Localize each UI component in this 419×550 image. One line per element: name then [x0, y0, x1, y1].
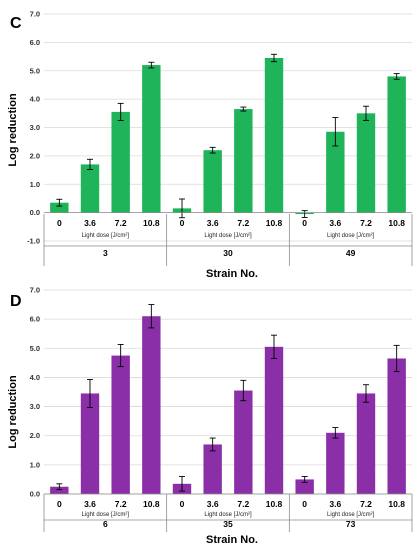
bar: [80, 393, 100, 494]
bar: [50, 202, 69, 213]
bar: [387, 76, 406, 213]
strain-label: 49: [346, 248, 356, 258]
panel-d: D 0.0 1.0 2.0 3.0 4.0 5.0 6.0 7.0 0 3.6 7.2 10.8 0 3…: [7, 286, 413, 546]
x-tick-label: 3.6: [207, 499, 219, 509]
x-tick-label: 3.6: [329, 218, 341, 228]
y-tick-label: -1.0: [27, 237, 40, 246]
x-tick-label: 3.6: [84, 499, 96, 509]
x-tick-label: 10.8: [266, 499, 283, 509]
y-axis-title: Log reduction: [7, 375, 19, 449]
bar: [203, 444, 222, 494]
bar: [356, 113, 376, 213]
bar: [142, 316, 161, 494]
y-tick-label: 1.0: [30, 180, 40, 189]
y-tick-label: 1.0: [30, 460, 40, 469]
strain-label: 73: [346, 519, 356, 529]
x-tick-label: 10.8: [143, 499, 160, 509]
y-tick-label: 4.0: [30, 373, 40, 382]
bar: [326, 131, 345, 213]
x-tick-label: 3.6: [207, 218, 219, 228]
dose-label: Light dose [J/cm²]: [82, 512, 130, 518]
y-tick-label: 0.0: [30, 208, 40, 217]
y-tick-label: 3.0: [30, 402, 40, 411]
y-tick-label: 7.0: [30, 10, 40, 19]
y-tick-label: 7.0: [30, 286, 40, 295]
strain-label: 35: [223, 519, 233, 529]
x-tick-label: 0: [180, 218, 185, 228]
x-tick-label: 7.2: [360, 499, 372, 509]
x-tick-label: 0: [57, 499, 62, 509]
x-tick-label: 7.2: [360, 218, 372, 228]
x-tick-label: 0: [302, 499, 307, 509]
bar: [111, 111, 130, 213]
y-tick-label: 5.0: [30, 344, 40, 353]
y-tick-label: 3.0: [30, 123, 40, 132]
x-tick-label: 7.2: [237, 218, 249, 228]
dose-label: Light dose [J/cm²]: [82, 233, 130, 239]
dose-label: Light dose [J/cm²]: [204, 233, 252, 239]
y-tick-label: 2.0: [30, 151, 40, 160]
panel-letter: C: [10, 15, 22, 32]
y-tick-label: 0.0: [30, 490, 40, 499]
bar: [295, 479, 314, 494]
bar: [264, 346, 284, 494]
x-tick-label: 0: [302, 218, 307, 228]
bar: [264, 57, 284, 213]
bar: [387, 358, 406, 494]
bar: [234, 109, 253, 213]
bar: [203, 150, 222, 213]
x-tick-label: 0: [57, 218, 62, 228]
y-tick-label: 4.0: [30, 95, 40, 104]
bar: [234, 390, 253, 494]
x-tick-label: 10.8: [266, 218, 283, 228]
y-axis-title: Log reduction: [7, 93, 19, 167]
x-tick-label: 7.2: [115, 218, 127, 228]
y-tick-label: 5.0: [30, 66, 40, 75]
bar: [326, 432, 345, 494]
x-tick-label: 10.8: [143, 218, 160, 228]
dose-label: Light dose [J/cm²]: [327, 512, 375, 518]
dose-label: Light dose [J/cm²]: [327, 233, 375, 239]
strain-label: 6: [103, 519, 108, 529]
y-tick-label: 6.0: [30, 315, 40, 324]
x-tick-label: 10.8: [388, 218, 405, 228]
x-axis-title: Strain No.: [206, 268, 258, 280]
x-tick-label: 10.8: [388, 499, 405, 509]
bar: [356, 393, 376, 494]
y-tick-label: 6.0: [30, 38, 40, 47]
panel-c: C -1.0 0.0 1.0 2.0 3.0 4.0 5.0 6.0 7.0 0 3.6 7.2 10…: [7, 10, 413, 280]
bar: [50, 486, 69, 494]
dose-label: Light dose [J/cm²]: [204, 512, 252, 518]
strain-label: 3: [103, 248, 108, 258]
x-tick-label: 7.2: [237, 499, 249, 509]
bar: [142, 65, 161, 213]
bar: [80, 164, 100, 213]
x-tick-label: 3.6: [329, 499, 341, 509]
strain-label: 30: [223, 248, 233, 258]
panel-letter: D: [10, 293, 22, 310]
x-axis-title: Strain No.: [206, 534, 258, 546]
bar: [111, 355, 130, 494]
x-tick-label: 3.6: [84, 218, 96, 228]
y-tick-label: 2.0: [30, 431, 40, 440]
x-tick-label: 7.2: [115, 499, 127, 509]
x-tick-label: 0: [180, 499, 185, 509]
